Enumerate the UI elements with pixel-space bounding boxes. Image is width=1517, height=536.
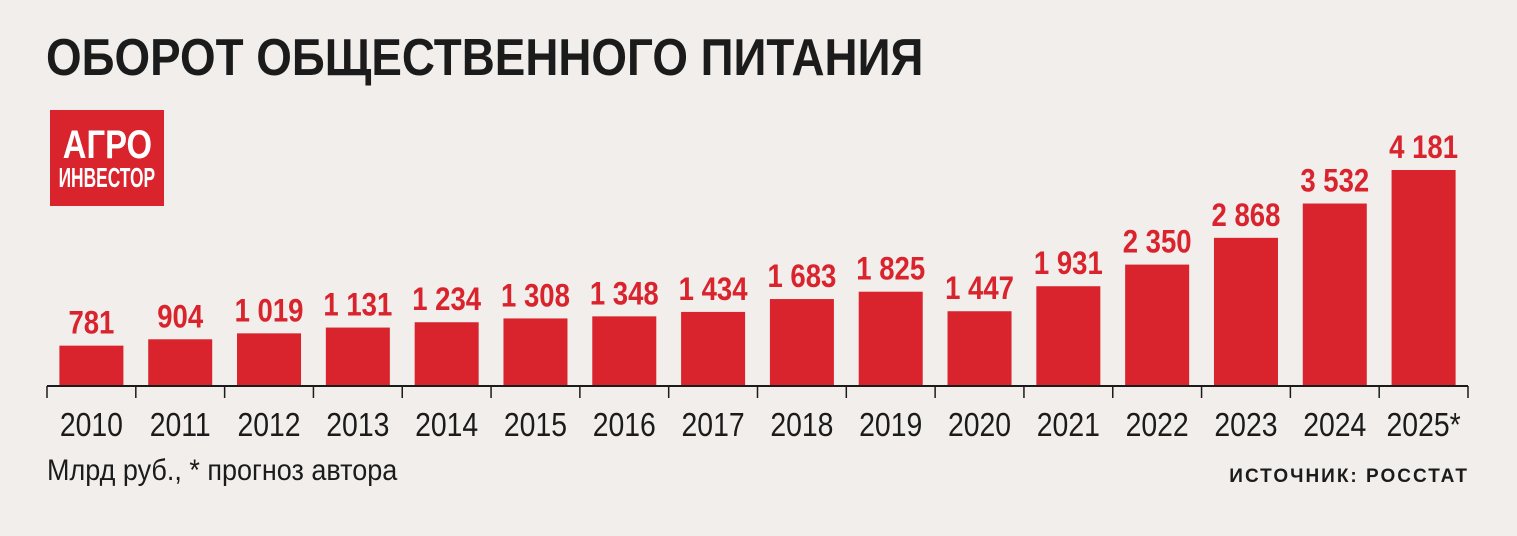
bar-value-label: 1 447 [945, 271, 1014, 306]
bar [59, 345, 124, 386]
bar-value-label: 1 131 [323, 288, 392, 323]
x-tick-label: 2017 [682, 406, 745, 444]
bar-value-label: 2 350 [1123, 225, 1192, 260]
x-tick-label: 2021 [1037, 406, 1100, 444]
x-tick-label: 2022 [1126, 406, 1189, 444]
bar-value-label: 1 308 [501, 279, 570, 314]
bar-value-label: 1 234 [412, 282, 481, 317]
bar [769, 299, 834, 386]
logo-line-1: АГРО [62, 122, 152, 167]
x-tick-label: 2010 [60, 406, 123, 444]
units-note: Млрд руб., * прогноз автора [47, 454, 398, 487]
bar [947, 311, 1012, 386]
x-tick-label: 2019 [859, 406, 922, 444]
bar [325, 327, 390, 386]
x-tick-label: 2023 [1214, 406, 1277, 444]
bar [858, 291, 923, 386]
chart-title: ОБОРОТ ОБЩЕСТВЕННОГО ПИТАНИЯ [46, 29, 924, 87]
bar [503, 318, 568, 386]
x-tick-label: 2024 [1303, 406, 1366, 444]
bar-value-label: 1 019 [235, 293, 304, 328]
bar-value-label: 2 868 [1212, 198, 1281, 233]
bar-value-label: 1 931 [1034, 246, 1103, 281]
logo-line-2: ИНВЕСТОР [58, 161, 156, 193]
bar-value-label: 781 [68, 306, 114, 341]
bar [592, 316, 657, 386]
bar [1302, 203, 1367, 386]
x-tick-label: 2011 [150, 406, 211, 444]
x-tick-label: 2013 [326, 406, 389, 444]
x-tick-label: 2020 [948, 406, 1011, 444]
x-tick-label: 2016 [593, 406, 656, 444]
x-tick-label: 2025* [1387, 406, 1461, 444]
bar-value-label: 3 532 [1300, 164, 1369, 199]
bar [1125, 264, 1190, 386]
bar-value-label: 1 825 [856, 252, 925, 287]
bar-value-label: 4 181 [1389, 130, 1458, 165]
bar [681, 311, 746, 386]
source-label: ИСТОЧНИК: РОССТАТ [1229, 466, 1469, 487]
bar [1213, 237, 1278, 386]
bar [148, 339, 213, 386]
bar [1391, 170, 1456, 386]
bar-value-label: 1 683 [767, 259, 836, 294]
agroinvestor-logo: АГРО ИНВЕСТОР [50, 110, 164, 206]
bar-value-label: 1 348 [590, 276, 659, 311]
x-tick-label: 2015 [504, 406, 567, 444]
bar-value-label: 904 [157, 299, 203, 334]
x-tick-label: 2014 [415, 406, 478, 444]
x-tick-label: 2012 [237, 406, 300, 444]
bar-value-label: 1 434 [679, 272, 748, 307]
x-tick-label: 2018 [770, 406, 833, 444]
bar [1036, 286, 1101, 386]
bar [414, 322, 479, 386]
bar [237, 333, 302, 386]
